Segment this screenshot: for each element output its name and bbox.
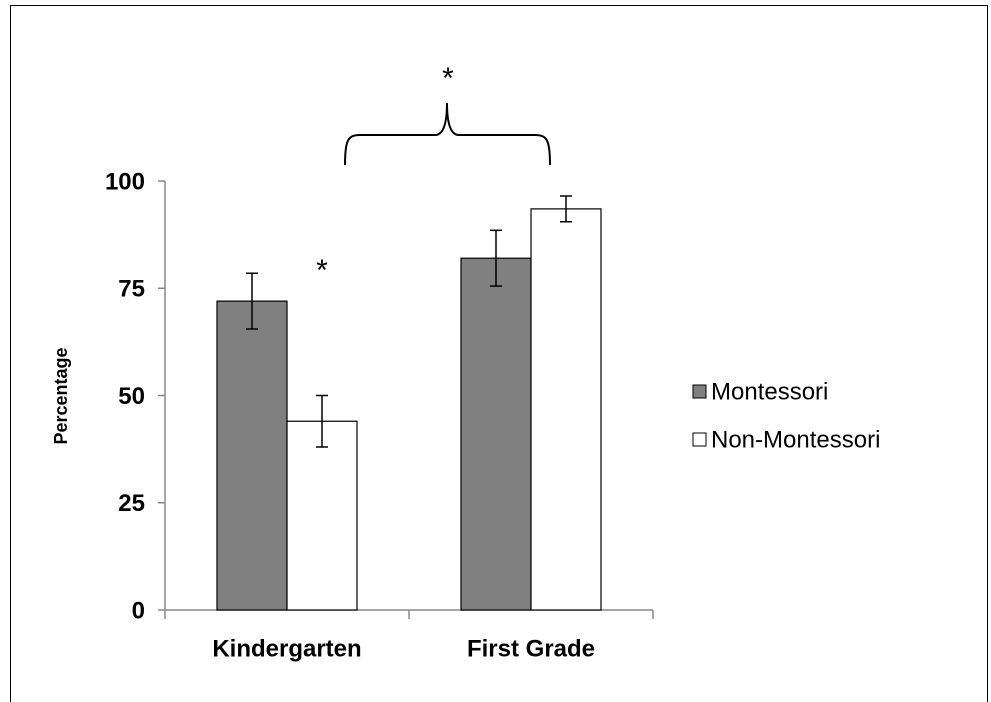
x-tick-label: First Grade [467, 635, 595, 662]
annotation: * [442, 62, 454, 95]
bar [530, 208, 602, 611]
bar [216, 300, 288, 611]
y-tick-label: 75 [118, 276, 145, 303]
error-bar [316, 394, 328, 448]
legend-label: Montessori [711, 378, 828, 405]
y-tick-label: 50 [118, 383, 145, 410]
error-bar [246, 272, 258, 330]
legend-label: Non-Montessori [711, 426, 880, 453]
error-bar [560, 195, 572, 223]
bar [286, 420, 358, 611]
x-tick-label: Kindergarten [212, 635, 361, 662]
y-tick-label: 0 [132, 597, 145, 624]
bar [460, 257, 532, 611]
annotation: * [316, 254, 328, 287]
y-tick-label: 100 [105, 168, 145, 195]
y-tick-label: 25 [118, 490, 145, 517]
legend-swatch [692, 384, 707, 399]
significance-brace [344, 102, 551, 166]
legend-swatch [692, 432, 707, 447]
frame [10, 5, 988, 702]
error-bar [490, 229, 502, 287]
y-axis-label: Percentage [51, 347, 71, 444]
